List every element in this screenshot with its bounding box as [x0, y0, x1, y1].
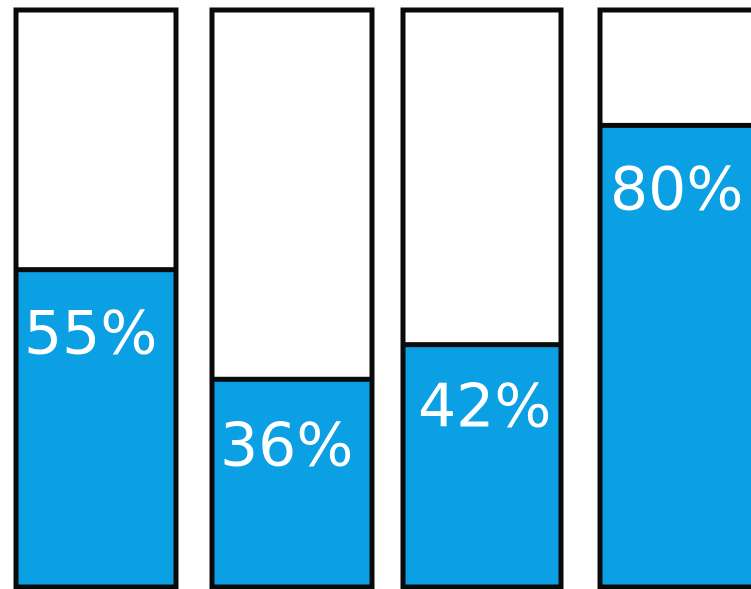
bar-value-label-2: 36%: [220, 410, 353, 480]
bars-group: 55% 36% 42% 80%: [13, 7, 751, 589]
bar-value-label-3: 42%: [418, 372, 551, 442]
bar-fill-2: [209, 376, 375, 589]
bar-value-label-4: 80%: [610, 154, 743, 224]
bar-fill-1: [13, 267, 179, 589]
bar-value-label-1: 55%: [24, 299, 157, 369]
bar-fill-3: [400, 342, 564, 589]
bar-fill-4: [597, 122, 751, 589]
